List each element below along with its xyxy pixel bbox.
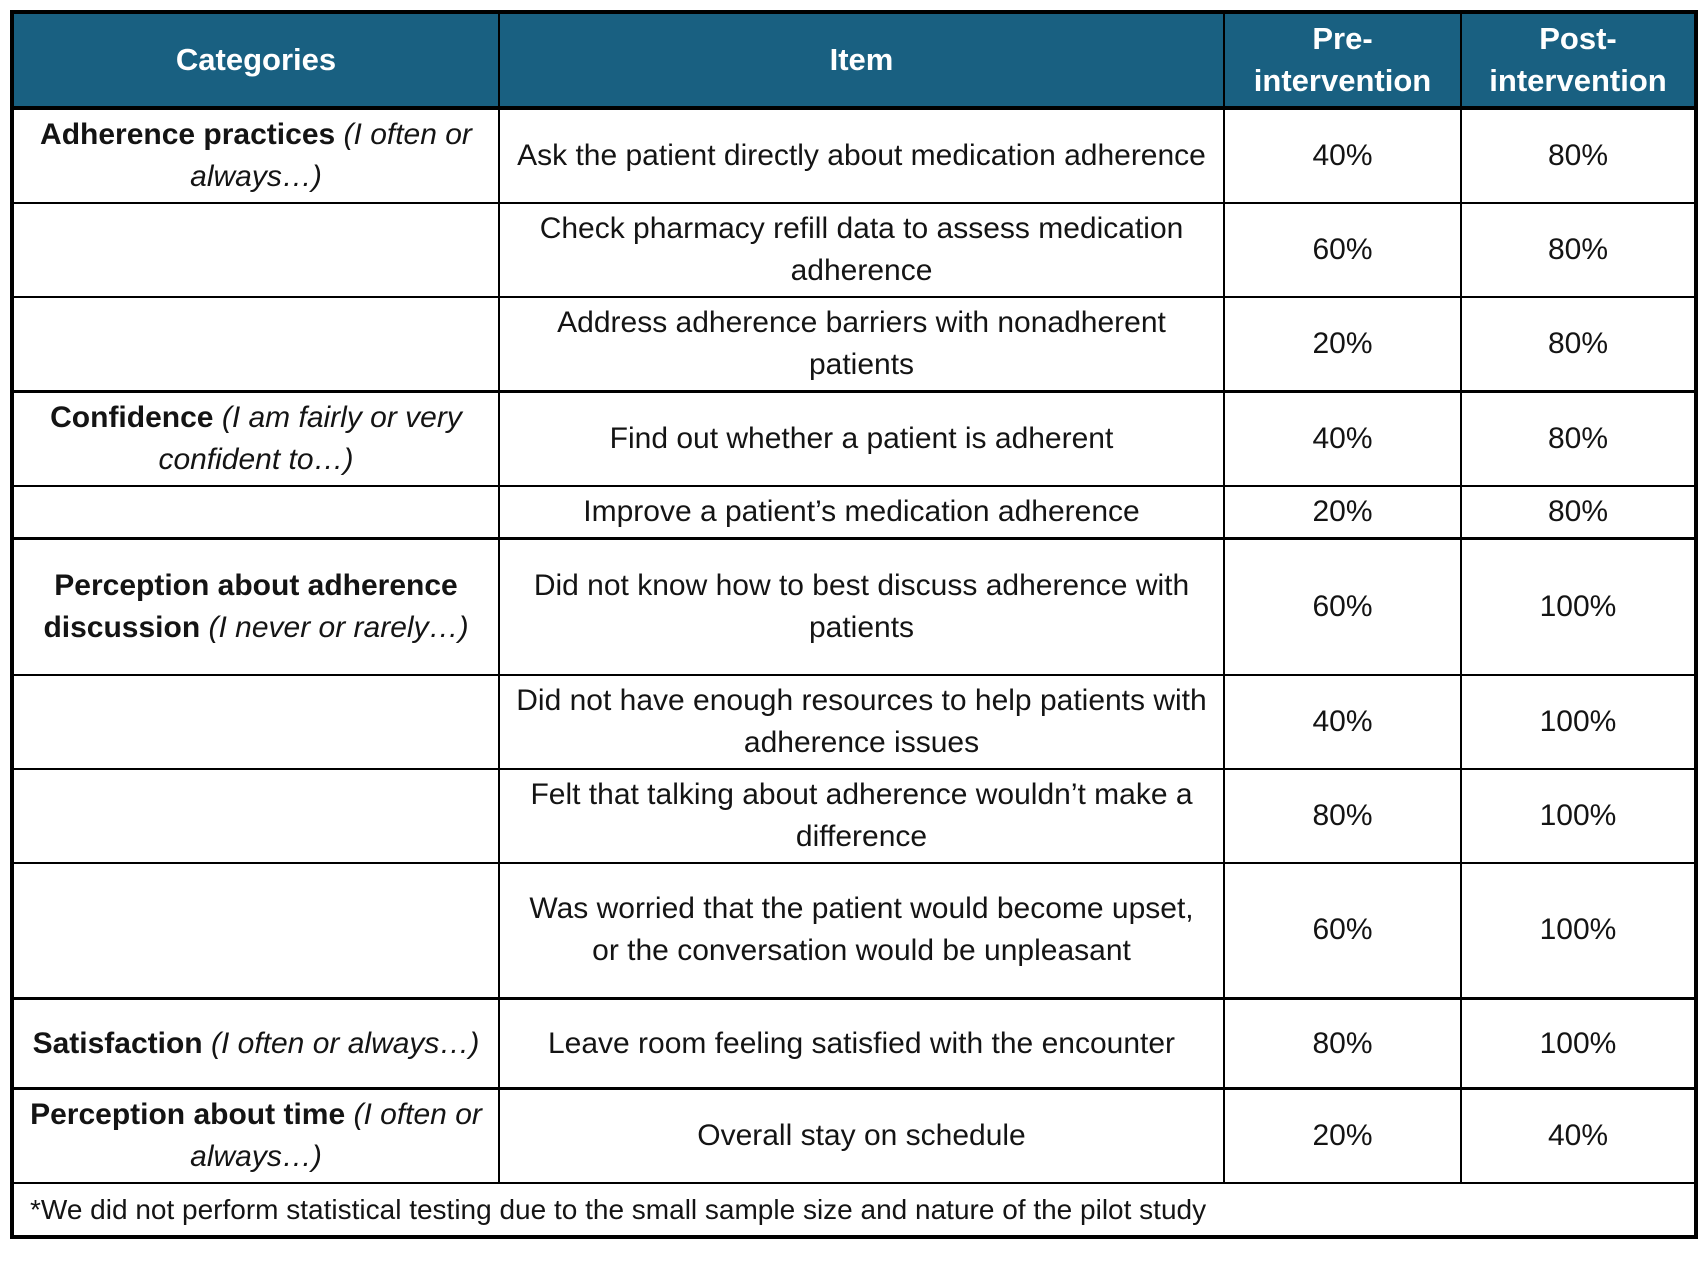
- item-cell: Leave room feeling satisfied with the en…: [498, 997, 1225, 1090]
- item-cell: Improve a patient’s medication adherence: [498, 485, 1225, 540]
- survey-results-table: Categories Item Pre-intervention Post-in…: [10, 10, 1698, 1240]
- pre-intervention-cell: 80%: [1223, 767, 1462, 864]
- category-cell: Perception about adherence discussion (I…: [11, 537, 500, 676]
- post-intervention-cell: 80%: [1460, 390, 1697, 487]
- category-name: Satisfaction: [32, 1026, 203, 1060]
- category-cell: Perception about time (I often or always…: [11, 1087, 500, 1184]
- item-cell: Did not know how to best discuss adheren…: [498, 537, 1225, 676]
- pre-intervention-cell: 20%: [1223, 296, 1462, 393]
- post-intervention-cell: 80%: [1460, 296, 1697, 393]
- table-row: Confidence (I am fairly or very confiden…: [11, 390, 1697, 487]
- pre-intervention-cell: 40%: [1223, 673, 1462, 770]
- item-cell: Ask the patient directly about medicatio…: [498, 107, 1225, 204]
- category-qualifier: (I often or always…): [210, 1026, 480, 1060]
- category-cell: Adherence practices (I often or always…): [11, 107, 500, 204]
- category-name: Perception about time: [30, 1098, 346, 1131]
- category-cell: [11, 861, 500, 1000]
- category-cell: [11, 673, 500, 770]
- pre-intervention-cell: 20%: [1223, 1087, 1462, 1184]
- pre-intervention-cell: 20%: [1223, 485, 1462, 540]
- footnote-row: *We did not perform statistical testing …: [11, 1181, 1697, 1239]
- table-row: Did not have enough resources to help pa…: [11, 673, 1697, 770]
- table-row: Satisfaction (I often or always…) Leave …: [11, 997, 1697, 1090]
- column-header-item: Item: [498, 11, 1225, 110]
- footnote: *We did not perform statistical testing …: [11, 1181, 1697, 1239]
- post-intervention-cell: 80%: [1460, 202, 1697, 298]
- category-name: Confidence: [50, 401, 214, 434]
- table-row: Perception about adherence discussion (I…: [11, 537, 1697, 676]
- category-name: Adherence practices: [40, 118, 336, 151]
- category-qualifier: (I often or always…): [190, 118, 472, 193]
- item-cell: Did not have enough resources to help pa…: [498, 673, 1225, 770]
- category-qualifier: (I never or rarely…): [208, 610, 469, 644]
- category-cell: [11, 485, 500, 540]
- table-row: Felt that talking about adherence wouldn…: [11, 767, 1697, 864]
- pre-intervention-cell: 60%: [1223, 202, 1462, 298]
- post-intervention-cell: 80%: [1460, 107, 1697, 204]
- item-cell: Felt that talking about adherence wouldn…: [498, 767, 1225, 864]
- item-cell: Address adherence barriers with nonadher…: [498, 296, 1225, 393]
- item-cell: Find out whether a patient is adherent: [498, 390, 1225, 487]
- column-header-pre-intervention: Pre-intervention: [1223, 11, 1462, 110]
- pre-intervention-cell: 60%: [1223, 537, 1462, 676]
- post-intervention-cell: 40%: [1460, 1087, 1697, 1184]
- column-header-post-intervention: Post-intervention: [1460, 11, 1697, 110]
- table-row: Perception about time (I often or always…: [11, 1087, 1697, 1184]
- category-qualifier: (I am fairly or very confident to…): [158, 401, 462, 476]
- header-row: Categories Item Pre-intervention Post-in…: [11, 11, 1697, 110]
- table-row: Adherence practices (I often or always…)…: [11, 107, 1697, 204]
- item-cell: Was worried that the patient would becom…: [498, 861, 1225, 1000]
- post-intervention-cell: 80%: [1460, 485, 1697, 540]
- column-header-categories: Categories: [11, 11, 500, 110]
- pre-intervention-cell: 40%: [1223, 390, 1462, 487]
- item-cell: Check pharmacy refill data to assess med…: [498, 202, 1225, 298]
- post-intervention-cell: 100%: [1460, 767, 1697, 864]
- table-row: Was worried that the patient would becom…: [11, 861, 1697, 1000]
- table-row: Improve a patient’s medication adherence…: [11, 485, 1697, 540]
- post-intervention-cell: 100%: [1460, 537, 1697, 676]
- category-cell: [11, 296, 500, 393]
- table-row: Address adherence barriers with nonadher…: [11, 296, 1697, 393]
- category-cell: [11, 767, 500, 864]
- category-cell: Confidence (I am fairly or very confiden…: [11, 390, 500, 487]
- category-cell: [11, 202, 500, 298]
- category-name: Perception about adherence discussion: [43, 568, 458, 644]
- pre-intervention-cell: 40%: [1223, 107, 1462, 204]
- pre-intervention-cell: 60%: [1223, 861, 1462, 1000]
- post-intervention-cell: 100%: [1460, 997, 1697, 1090]
- table-row: Check pharmacy refill data to assess med…: [11, 202, 1697, 298]
- category-qualifier: (I often or always…): [190, 1098, 482, 1173]
- post-intervention-cell: 100%: [1460, 673, 1697, 770]
- category-cell: Satisfaction (I often or always…): [11, 997, 500, 1090]
- post-intervention-cell: 100%: [1460, 861, 1697, 1000]
- pre-intervention-cell: 80%: [1223, 997, 1462, 1090]
- item-cell: Overall stay on schedule: [498, 1087, 1225, 1184]
